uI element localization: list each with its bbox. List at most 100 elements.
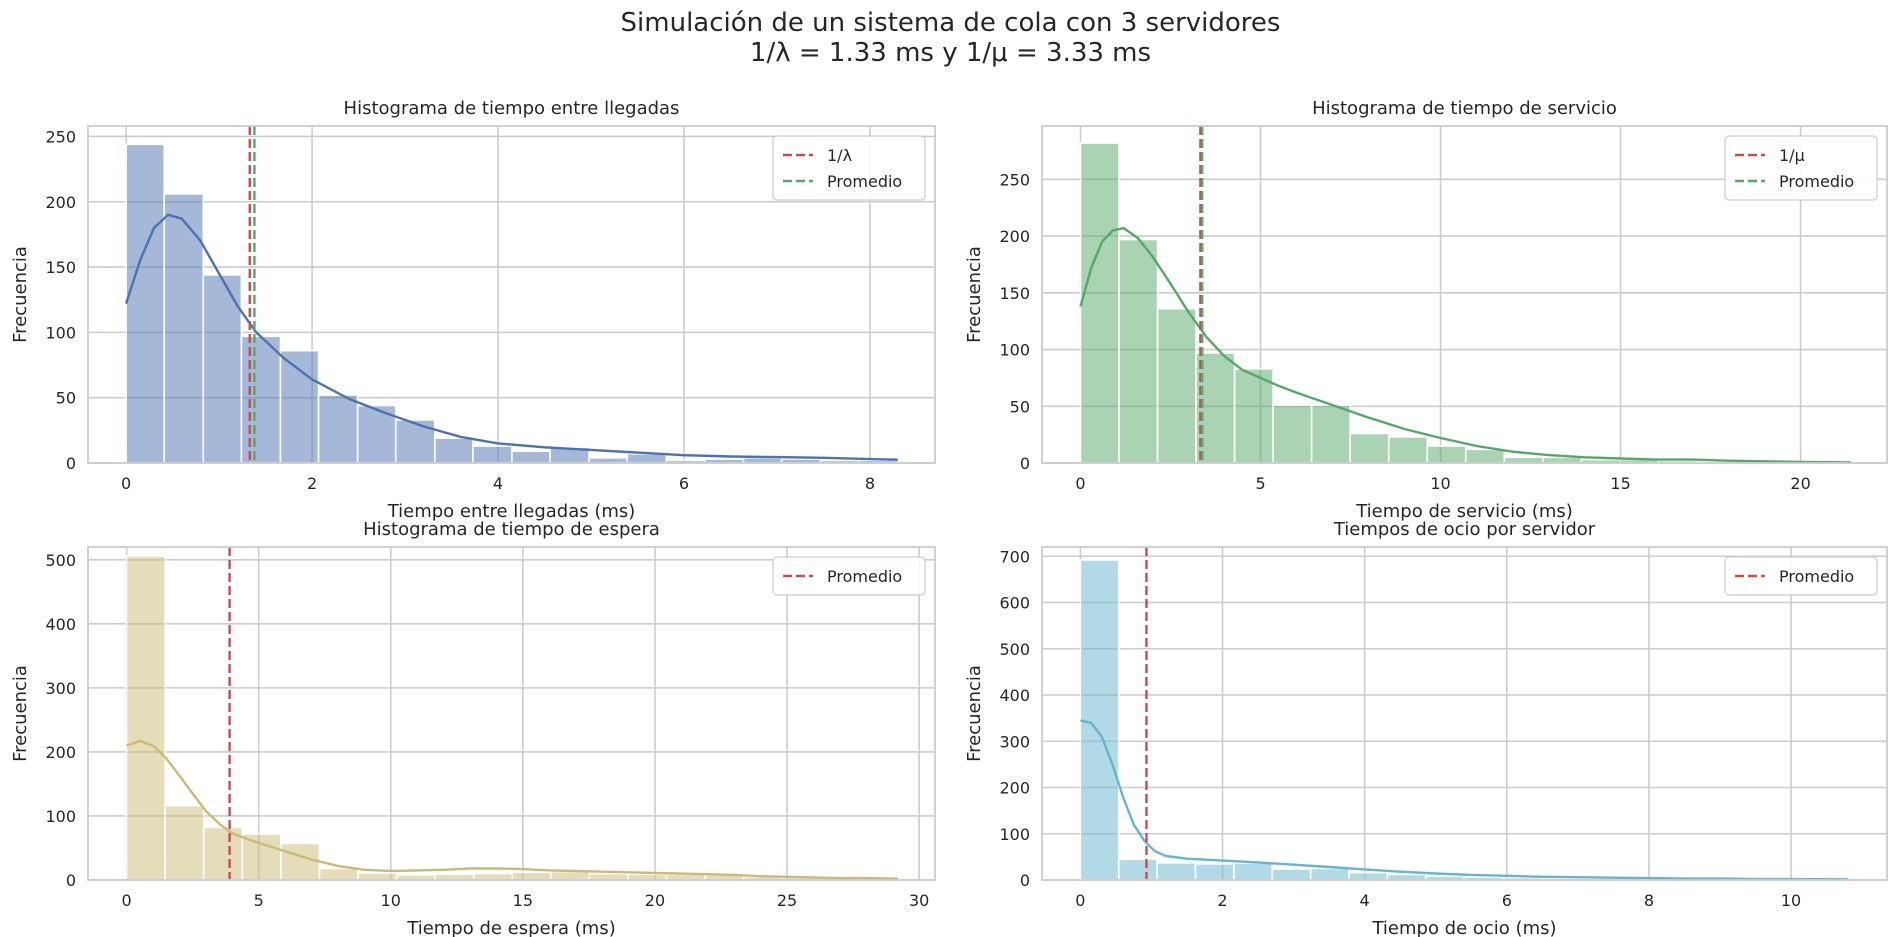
x-tick-label: 8 [1644,891,1654,910]
y-tick-label: 0 [66,454,76,473]
y-tick-label: 250 [999,170,1030,189]
histogram-bar [394,419,436,464]
histogram-bar [280,842,321,881]
histogram-bar [1426,445,1467,464]
histogram-bar [164,804,205,881]
x-tick-label: 0 [1075,891,1085,910]
x-tick-label: 4 [1360,891,1370,910]
y-tick-label: 50 [1010,397,1030,416]
y-tick-label: 250 [45,127,76,146]
y-tick-label: 500 [45,551,76,570]
legend-box [772,556,926,596]
histogram-bar [202,274,243,464]
histogram-bar [357,872,398,881]
legend-label: Promedio [827,567,902,586]
x-tick-label: 5 [1255,474,1265,493]
x-tick-label: 25 [777,891,797,910]
chart-panel-1: 0 2 4 6 8 0 50 100 150 200 250 Histograma de tiempo… [10,98,936,522]
histogram-bar [550,870,591,881]
x-tick-label: 2 [307,474,317,493]
x-tick-label: 0 [1075,474,1085,493]
histogram-bar [1464,448,1506,464]
y-axis-label: Frecuencia [10,665,31,762]
histogram-bar [240,335,282,464]
panel-title: Histograma de tiempo entre llegadas [344,98,680,119]
histogram-bar [1233,368,1274,464]
panel-title: Histograma de tiempo de espera [363,519,660,540]
y-tick-label: 700 [999,547,1030,566]
y-axis-label: Frecuencia [964,246,985,343]
histogram-bar [317,394,359,464]
legend: 1/λ Promedio [772,135,926,201]
histogram-bar [1387,436,1429,464]
x-tick-label: 5 [254,891,264,910]
y-tick-label: 600 [999,594,1030,613]
histogram-bar [511,450,551,464]
legend-box [1724,135,1878,201]
legend-label: Promedio [827,172,902,191]
legend-label: 1/μ [1779,146,1805,165]
y-tick-label: 200 [45,193,76,212]
y-tick-label: 0 [1020,871,1030,890]
axes-frame [1041,125,1888,464]
histogram-bar [472,872,514,881]
x-tick-label: 30 [909,891,929,910]
histogram-bar [1271,868,1312,881]
y-tick-label: 300 [999,732,1030,751]
histogram-bar [163,193,205,464]
axes-frame [1041,546,1888,881]
x-tick-label: 20 [645,891,665,910]
axes-frame [87,546,936,881]
y-tick-label: 100 [45,323,76,342]
histogram-bar [241,833,282,881]
x-tick-label: 10 [1430,474,1450,493]
histogram-bar [1117,858,1158,881]
histogram-bar [1194,863,1235,881]
histogram-bar [1079,142,1120,464]
y-axis-label: Frecuencia [964,665,985,762]
histogram-bar [1118,238,1159,464]
y-tick-label: 300 [45,679,76,698]
x-tick-label: 10 [1781,891,1801,910]
y-axis-label: Frecuencia [10,246,31,343]
kde-curve [126,739,899,880]
histogram-bar [626,453,668,464]
x-tick-label: 4 [493,474,503,493]
histogram-bar [1349,432,1390,464]
y-tick-label: 400 [999,686,1030,705]
x-axis-label: Tiempo de espera (ms) [406,918,616,937]
histogram-bar [1310,404,1351,464]
legend: Promedio [772,556,926,596]
legend-box [772,135,926,201]
histogram-bar [1156,862,1197,881]
histogram-bar [588,872,629,881]
x-tick-label: 8 [865,474,875,493]
y-tick-label: 200 [999,779,1030,798]
y-tick-label: 500 [999,640,1030,659]
y-tick-label: 100 [45,807,76,826]
y-tick-label: 100 [999,825,1030,844]
histogram-bar [125,143,166,464]
legend-box [1724,556,1878,596]
x-tick-label: 0 [121,474,131,493]
y-tick-label: 150 [45,258,76,277]
legend: 1/μ Promedio [1724,135,1878,201]
x-axis-label: Tiempo de servicio (ms) [1355,501,1573,522]
histogram-bar [125,555,166,881]
axes-frame [87,125,936,464]
histogram-bar [279,349,320,464]
kde-curve [124,213,898,461]
y-tick-label: 0 [66,871,76,890]
y-tick-label: 150 [999,284,1030,303]
y-tick-label: 0 [1020,454,1030,473]
y-tick-label: 100 [999,341,1030,360]
x-axis-label: Tiempo de ocio (ms) [1371,918,1556,937]
figure-title-line-2: 1/λ = 1.33 ms y 1/μ = 3.33 ms [749,38,1152,68]
x-tick-label: 2 [1217,891,1227,910]
histogram-bar [318,867,359,881]
figure-title-line-1: Simulación de un sistema de cola con 3 s… [620,8,1281,38]
